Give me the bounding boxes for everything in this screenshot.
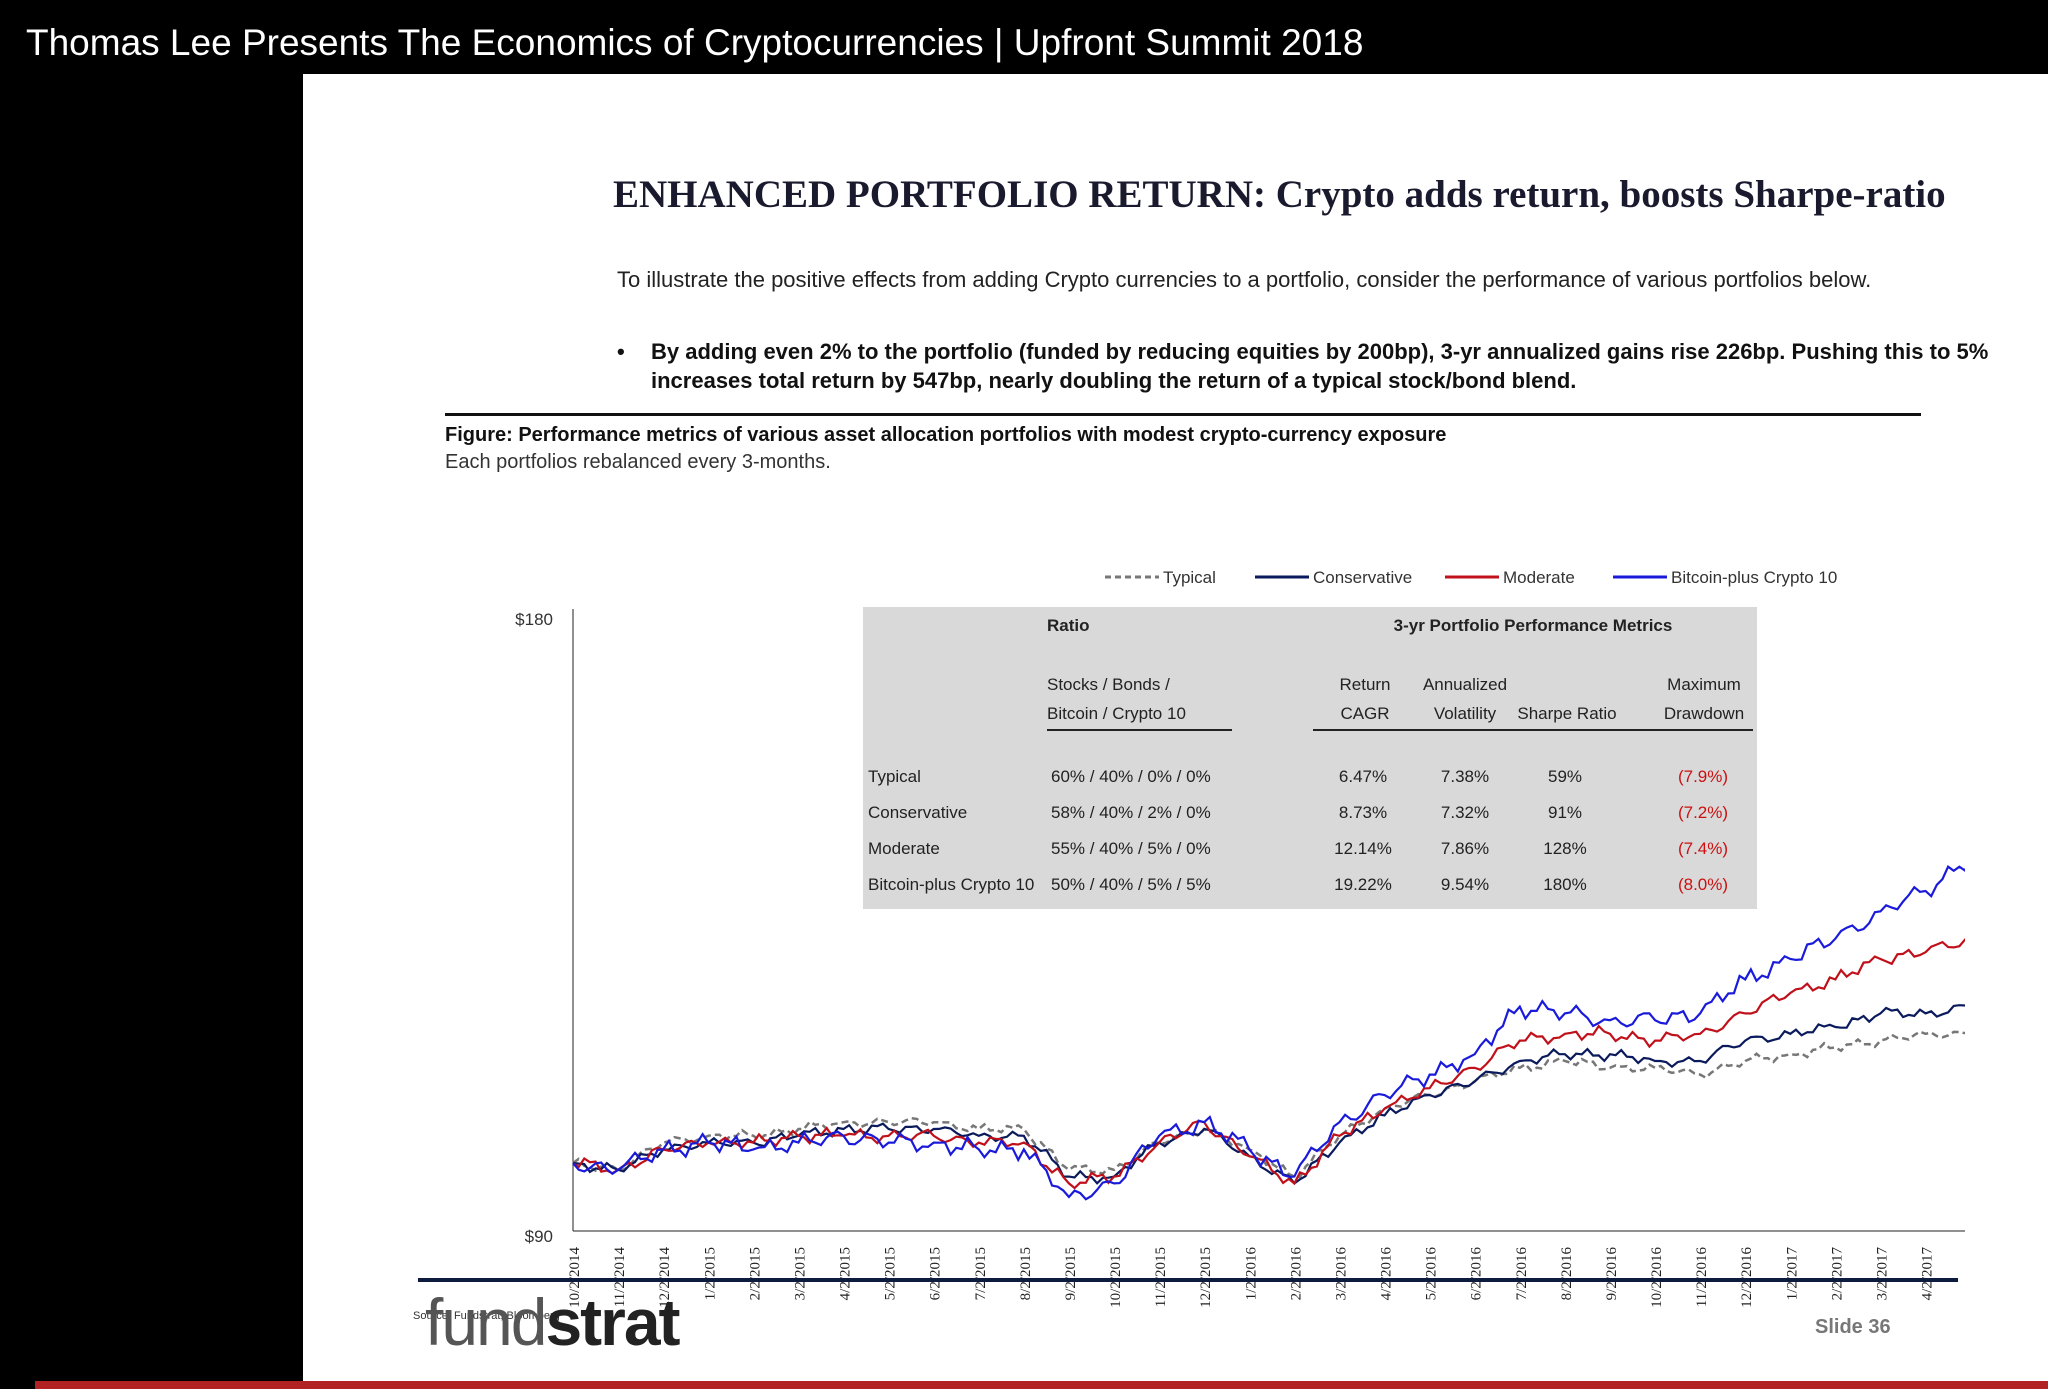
table-cell: 19.22%	[1334, 875, 1392, 894]
logo-part-bold: strat	[545, 1285, 680, 1359]
x-tick-label: 1/2/2015	[702, 1247, 718, 1300]
series-line-0	[572, 1030, 1965, 1179]
legend-label: Moderate	[1503, 568, 1575, 587]
x-tick-label: 11/2/2016	[1694, 1247, 1710, 1308]
series-line-3	[572, 865, 1965, 1201]
table-cell: 59%	[1548, 767, 1582, 786]
table-cell: 91%	[1548, 803, 1582, 822]
table-cell: 3-yr Portfolio Performance Metrics	[1394, 616, 1673, 635]
table-cell: 180%	[1543, 875, 1586, 894]
table-cell: 50% / 40% / 5% / 5%	[1051, 875, 1211, 894]
x-tick-label: 12/2/2016	[1739, 1247, 1755, 1308]
table-cell: Typical	[868, 767, 921, 786]
x-tick-label: 12/2/2015	[1198, 1247, 1214, 1308]
table-cell: 12.14%	[1334, 839, 1392, 858]
table-cell: 60% / 40% / 0% / 0%	[1051, 767, 1211, 786]
x-tick-label: 2/2/2016	[1288, 1247, 1304, 1301]
table-cell: 58% / 40% / 2% / 0%	[1051, 803, 1211, 822]
metrics-table-bg	[863, 607, 1757, 909]
table-cell: Conservative	[868, 803, 967, 822]
x-tick-label: 7/2/2015	[973, 1247, 989, 1300]
table-cell: Annualized	[1423, 675, 1507, 694]
table-cell: Bitcoin / Crypto 10	[1047, 704, 1186, 723]
metrics-table: Ratio 3-yr Portfolio Performance Metrics S…	[863, 607, 1757, 909]
slide-number: Slide 36	[1815, 1316, 1891, 1338]
table-cell: (8.0%)	[1678, 875, 1728, 894]
table-cell: Bitcoin-plus Crypto 10	[868, 875, 1034, 894]
x-tick-label: 9/2/2016	[1604, 1247, 1620, 1301]
bullet-text: By adding even 2% to the portfolio (fund…	[651, 339, 1989, 393]
x-tick-label: 4/2/2017	[1920, 1247, 1936, 1301]
x-tick-label: 2/2/2015	[747, 1247, 763, 1300]
table-cell: Drawdown	[1664, 704, 1744, 723]
slide: ENHANCED PORTFOLIO RETURN: Crypto adds r…	[303, 74, 2048, 1381]
table-cell: Volatility	[1434, 704, 1497, 723]
table-cell: 7.38%	[1441, 767, 1489, 786]
x-tick-label: 11/2/2014	[612, 1247, 628, 1308]
intro-text: To illustrate the positive effects from …	[617, 267, 1872, 292]
divider-top	[445, 413, 1921, 416]
video-title: Thomas Lee Presents The Economics of Cry…	[26, 22, 1364, 63]
figure-caption: Figure: Performance metrics of various a…	[445, 424, 1447, 446]
x-tick-label: 9/2/2015	[1063, 1247, 1079, 1300]
x-tick-label: 3/2/2015	[792, 1247, 808, 1300]
x-tick-label: 6/2/2016	[1469, 1247, 1485, 1301]
chart-legend: Typical Conservative Moderate Bitcoin-plus …	[1105, 568, 1837, 587]
table-cell: Sharpe Ratio	[1517, 704, 1616, 723]
x-tick-label: 4/2/2016	[1379, 1247, 1395, 1301]
table-cell: Moderate	[868, 839, 940, 858]
table-cell: 9.54%	[1441, 875, 1489, 894]
x-tick-label: 5/2/2016	[1424, 1247, 1440, 1301]
x-tick-label: 3/2/2017	[1874, 1247, 1890, 1301]
x-tick-label: 1/2/2017	[1784, 1247, 1800, 1301]
y-tick-label: $90	[525, 1227, 553, 1246]
y-tick-label: $180	[515, 610, 553, 629]
table-cell: Return	[1339, 675, 1390, 694]
table-cell: 6.47%	[1339, 767, 1387, 786]
x-tick-label: 11/2/2015	[1153, 1247, 1169, 1307]
chart-axes: $180 $90 10/2/2014 11/2/2014 12/2/2014 1/2/20…	[515, 609, 1965, 1308]
x-tick-label: 8/2/2015	[1018, 1247, 1034, 1300]
table-cell: (7.4%)	[1678, 839, 1728, 858]
x-tick-label: 7/2/2016	[1514, 1247, 1530, 1301]
table-cell: 7.86%	[1441, 839, 1489, 858]
table-cell: (7.9%)	[1678, 767, 1728, 786]
logo-part-light: fund	[425, 1285, 547, 1359]
bullet-marker: •	[617, 339, 625, 364]
x-tick-label: 10/2/2016	[1649, 1247, 1665, 1308]
fundstrat-logo: fundstrat	[425, 1284, 681, 1360]
slide-title: ENHANCED PORTFOLIO RETURN: Crypto adds r…	[613, 173, 1946, 216]
table-cell: (7.2%)	[1678, 803, 1728, 822]
chart-series	[572, 865, 1965, 1201]
table-cell: 7.32%	[1441, 803, 1489, 822]
x-tick-label: 10/2/2014	[567, 1247, 583, 1308]
x-tick-label: 2/2/2017	[1829, 1247, 1845, 1301]
x-tick-label: 10/2/2015	[1108, 1247, 1124, 1308]
performance-chart: Typical Conservative Moderate Bitcoin-plus …	[515, 568, 1965, 1308]
x-tick-label: 8/2/2016	[1559, 1247, 1575, 1301]
table-cell: Ratio	[1047, 616, 1090, 635]
x-tick-label: 12/2/2014	[657, 1247, 673, 1308]
video-progress-bar[interactable]	[35, 1381, 2048, 1389]
table-cell: Stocks / Bonds /	[1047, 675, 1170, 694]
table-cell: CAGR	[1340, 704, 1389, 723]
table-cell: Maximum	[1667, 675, 1741, 694]
legend-label: Bitcoin-plus Crypto 10	[1671, 568, 1837, 587]
x-tick-label: 3/2/2016	[1333, 1247, 1349, 1301]
table-cell: 8.73%	[1339, 803, 1387, 822]
x-tick-label: 1/2/2016	[1243, 1247, 1259, 1301]
x-tick-label: 6/2/2015	[928, 1247, 944, 1300]
x-tick-label: 5/2/2015	[883, 1247, 899, 1300]
series-line-1	[572, 1004, 1965, 1185]
legend-label: Typical	[1163, 568, 1216, 587]
legend-label: Conservative	[1313, 568, 1412, 587]
divider-bottom	[418, 1278, 1958, 1282]
table-cell: 128%	[1543, 839, 1586, 858]
series-line-2	[572, 938, 1965, 1190]
table-cell: 55% / 40% / 5% / 0%	[1051, 839, 1211, 858]
source-note: Source: Fundstrat, Bloomberg	[413, 1310, 560, 1322]
x-tick-label: 4/2/2015	[838, 1247, 854, 1300]
figure-subcaption: Each portfolios rebalanced every 3-month…	[445, 451, 831, 473]
